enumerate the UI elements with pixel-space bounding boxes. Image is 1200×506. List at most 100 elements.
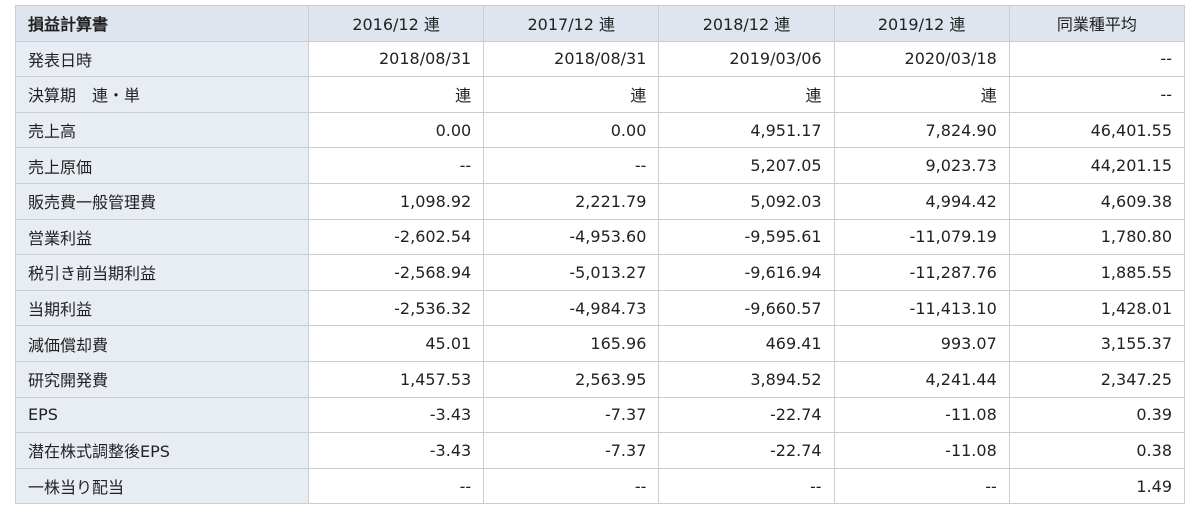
cell: 44,201.15 — [1008, 147, 1186, 184]
cell: 4,241.44 — [833, 360, 1010, 398]
cell: 連 — [483, 76, 660, 113]
header-cell: 同業種平均 — [1008, 5, 1186, 42]
table-row: 発表日時 2018/08/31 2018/08/31 2019/03/06 2020/0… — [15, 40, 1186, 78]
table-row: 当期利益 -2,536.32 -4,984.73 -9,660.57 -11,413.1… — [15, 289, 1186, 327]
cell: 9,023.73 — [833, 147, 1010, 184]
cell: 2020/03/18 — [833, 40, 1010, 78]
cell: -- — [1008, 76, 1186, 113]
cell: 3,894.52 — [658, 360, 835, 398]
row-label: 潜在株式調整後EPS — [15, 432, 309, 469]
cell: 4,609.38 — [1008, 182, 1186, 220]
table-row: 営業利益 -2,602.54 -4,953.60 -9,595.61 -11,079.1… — [15, 218, 1186, 256]
row-label: 売上高 — [15, 111, 309, 149]
table-row: 売上高 0.00 0.00 4,951.17 7,824.90 46,401.55 — [15, 111, 1186, 149]
cell: -2,602.54 — [307, 218, 485, 256]
cell: -5,013.27 — [483, 254, 660, 291]
header-row: 損益計算書 2016/12 連 2017/12 連 2018/12 連 2019/12 … — [15, 5, 1186, 42]
cell: 連 — [658, 76, 835, 113]
cell: 0.00 — [483, 111, 660, 149]
cell: 2019/03/06 — [658, 40, 835, 78]
cell: -9,616.94 — [658, 254, 835, 291]
cell: 0.38 — [1008, 432, 1186, 469]
row-label: 営業利益 — [15, 218, 309, 256]
cell: -2,536.32 — [307, 289, 485, 327]
cell: 46,401.55 — [1008, 111, 1186, 149]
row-label: 税引き前当期利益 — [15, 254, 309, 291]
cell: 2018/08/31 — [307, 40, 485, 78]
cell: 5,092.03 — [658, 182, 835, 220]
cell: -4,953.60 — [483, 218, 660, 256]
cell: 2,221.79 — [483, 182, 660, 220]
cell: -11.08 — [833, 396, 1010, 434]
cell: 2,347.25 — [1008, 360, 1186, 398]
table-row: 販売費一般管理費 1,098.92 2,221.79 5,092.03 4,994.42… — [15, 182, 1186, 220]
row-label: 販売費一般管理費 — [15, 182, 309, 220]
row-label: 研究開発費 — [15, 360, 309, 398]
cell: 2018/08/31 — [483, 40, 660, 78]
cell: -2,568.94 — [307, 254, 485, 291]
cell: 2,563.95 — [483, 360, 660, 398]
header-cell: 損益計算書 — [15, 5, 309, 42]
table-row: 一株当り配当 -- -- -- -- 1.49 — [15, 467, 1186, 505]
cell: -22.74 — [658, 432, 835, 469]
header-cell: 2017/12 連 — [483, 5, 660, 42]
cell: -- — [833, 467, 1010, 505]
cell: 1.49 — [1008, 467, 1186, 505]
cell: 165.96 — [483, 325, 660, 362]
cell: -7.37 — [483, 432, 660, 469]
row-label: 一株当り配当 — [15, 467, 309, 505]
table-row: EPS -3.43 -7.37 -22.74 -11.08 0.39 — [15, 396, 1186, 434]
cell: -- — [1008, 40, 1186, 78]
cell: -9,595.61 — [658, 218, 835, 256]
cell: 1,885.55 — [1008, 254, 1186, 291]
cell: -22.74 — [658, 396, 835, 434]
row-label: 売上原価 — [15, 147, 309, 184]
cell: -- — [307, 467, 485, 505]
cell: -- — [483, 467, 660, 505]
row-label: EPS — [15, 396, 309, 434]
cell: 469.41 — [658, 325, 835, 362]
cell: 1,780.80 — [1008, 218, 1186, 256]
cell: -3.43 — [307, 432, 485, 469]
income-statement-table: 損益計算書 2016/12 連 2017/12 連 2018/12 連 2019/12 … — [15, 5, 1186, 505]
row-label: 発表日時 — [15, 40, 309, 78]
cell: 45.01 — [307, 325, 485, 362]
row-label: 決算期 連・単 — [15, 76, 309, 113]
table-row: 決算期 連・単連連連連 -- — [15, 76, 1186, 113]
table-row: 減価償却費 45.01 165.96 469.41 993.07 3,155.37 — [15, 325, 1186, 362]
cell: 993.07 — [833, 325, 1010, 362]
cell: 7,824.90 — [833, 111, 1010, 149]
header-cell: 2018/12 連 — [658, 5, 835, 42]
cell: 4,994.42 — [833, 182, 1010, 220]
cell: -9,660.57 — [658, 289, 835, 327]
cell: -11,413.10 — [833, 289, 1010, 327]
header-cell: 2016/12 連 — [307, 5, 485, 42]
cell: 0.00 — [307, 111, 485, 149]
cell: -3.43 — [307, 396, 485, 434]
cell: 連 — [833, 76, 1010, 113]
cell: 1,428.01 — [1008, 289, 1186, 327]
table-row: 潜在株式調整後EPS -3.43 -7.37 -22.74 -11.08 0.38 — [15, 432, 1186, 469]
cell: -11.08 — [833, 432, 1010, 469]
cell: -11,079.19 — [833, 218, 1010, 256]
row-label: 当期利益 — [15, 289, 309, 327]
cell: 5,207.05 — [658, 147, 835, 184]
cell: -- — [658, 467, 835, 505]
cell: 3,155.37 — [1008, 325, 1186, 362]
cell: -11,287.76 — [833, 254, 1010, 291]
cell: 1,457.53 — [307, 360, 485, 398]
cell: -4,984.73 — [483, 289, 660, 327]
header-cell: 2019/12 連 — [833, 5, 1010, 42]
cell: 1,098.92 — [307, 182, 485, 220]
table-row: 税引き前当期利益 -2,568.94 -5,013.27 -9,616.94 -11,2… — [15, 254, 1186, 291]
cell: -7.37 — [483, 396, 660, 434]
table-row: 研究開発費 1,457.53 2,563.95 3,894.52 4,241.44 2,3… — [15, 360, 1186, 398]
cell: 0.39 — [1008, 396, 1186, 434]
cell: 連 — [307, 76, 485, 113]
row-label: 減価償却費 — [15, 325, 309, 362]
table-row: 売上原価 -- -- 5,207.05 9,023.73 44,201.15 — [15, 147, 1186, 184]
cell: -- — [483, 147, 660, 184]
cell: -- — [307, 147, 485, 184]
cell: 4,951.17 — [658, 111, 835, 149]
